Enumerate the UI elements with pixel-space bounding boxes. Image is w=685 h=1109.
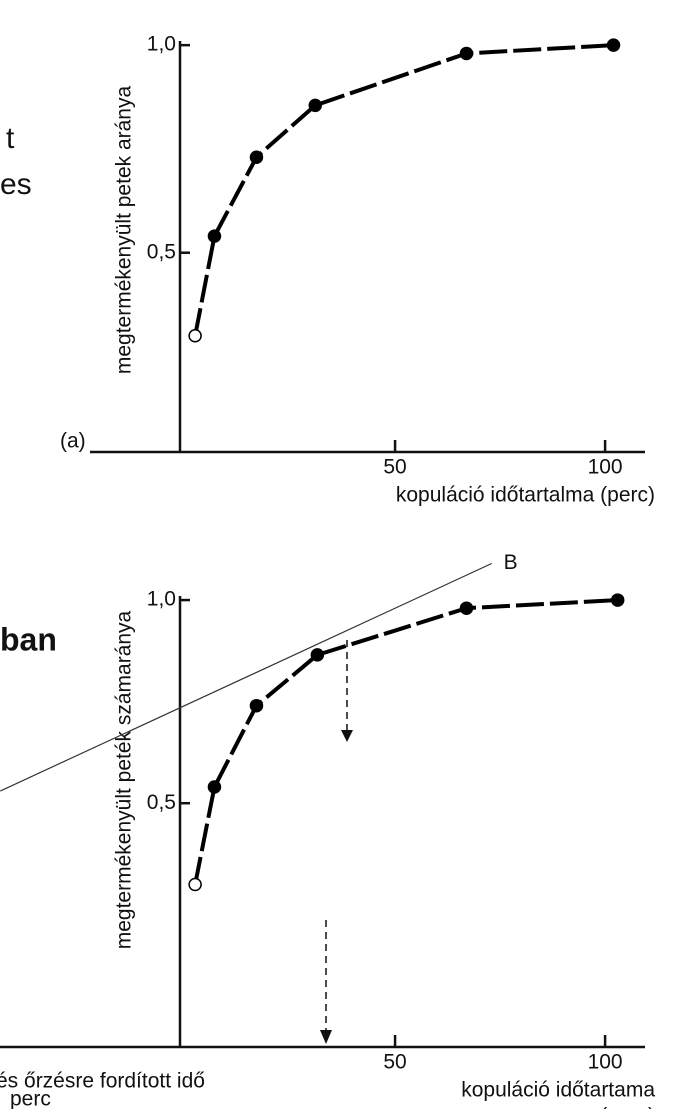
x-axis-label: kopuláció időtartalma (perc) [396, 484, 655, 507]
panel-label: (a) [60, 430, 86, 453]
arrow-head [320, 1030, 332, 1044]
figure: t es ban és őrzésre fordított idő perc 0… [0, 0, 685, 1109]
data-point [189, 878, 201, 890]
data-point [208, 781, 220, 793]
data-point [250, 700, 262, 712]
data-point [208, 230, 220, 242]
x-tick-label: 100 [588, 1051, 623, 1074]
x-tick-label: 50 [383, 456, 406, 479]
curve [195, 45, 613, 336]
tangent-label: B [504, 551, 518, 574]
data-point [309, 99, 321, 111]
data-point [607, 39, 619, 51]
y-axis-label: megtermékenyült peték számaránya [113, 610, 136, 949]
arrow-head [341, 730, 353, 742]
data-point [189, 330, 201, 342]
curve [195, 600, 618, 884]
y-tick-label: 1,0 [147, 588, 176, 611]
data-point [612, 594, 624, 606]
tangent-line [0, 563, 491, 791]
x-tick-label: 100 [588, 456, 623, 479]
x-axis-label: kopuláció időtartama [461, 1079, 655, 1102]
margin-text: perc [10, 1088, 51, 1109]
margin-text: es [0, 168, 32, 201]
y-axis-label: megtermékenyült petek aránya [113, 86, 136, 375]
margin-text: t [6, 122, 15, 155]
data-point [311, 649, 323, 661]
y-tick-label: 0,5 [147, 791, 176, 814]
x-tick-label: 50 [383, 1051, 406, 1074]
data-point [460, 602, 472, 614]
data-point [460, 47, 472, 59]
x-axis-label: (perc) [600, 1105, 655, 1109]
y-tick-label: 0,5 [147, 240, 176, 263]
margin-text: ban [0, 621, 57, 657]
data-point [250, 151, 262, 163]
y-tick-label: 1,0 [147, 33, 176, 56]
